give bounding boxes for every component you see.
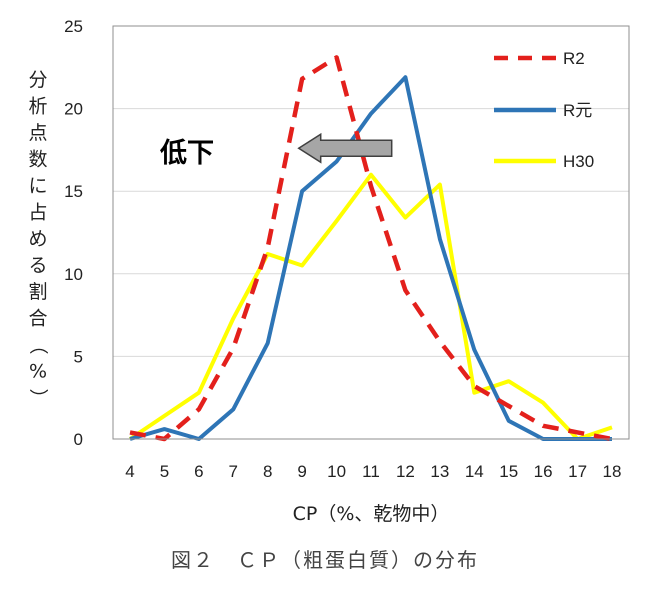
series-line-H30 (128, 172, 613, 441)
y-axis-label-char: 割 (28, 281, 47, 303)
y-tick-label: 5 (74, 347, 83, 366)
y-axis-label-char: 合 (28, 308, 47, 330)
x-tick-label: 14 (465, 462, 484, 481)
y-tick-label: 15 (64, 182, 83, 201)
x-tick-label: 15 (499, 462, 518, 481)
y-axis-label-char: め (28, 228, 47, 250)
y-axis-label-char: 数 (28, 149, 47, 171)
x-tick-label: 12 (396, 462, 415, 481)
y-axis-label-char: る (28, 255, 47, 277)
annotation-text: 低下 (159, 138, 214, 169)
x-tick-label: 5 (160, 462, 169, 481)
y-axis: 0 5 10 15 20 25 (64, 17, 83, 449)
x-tick-label: 18 (603, 462, 622, 481)
series-line-R元 (129, 75, 612, 441)
y-tick-label: 0 (74, 430, 83, 449)
y-axis-label-char: に (28, 175, 47, 197)
x-tick-label: 6 (194, 462, 203, 481)
y-axis-label-char: ） (27, 388, 49, 407)
legend-label: R元 (563, 101, 592, 120)
y-tick-label: 20 (64, 100, 83, 119)
x-tick-label: 8 (263, 462, 272, 481)
decrease-arrow-icon (297, 132, 393, 164)
series-layer (128, 55, 613, 442)
x-tick-label: 7 (229, 462, 238, 481)
x-tick-label: 13 (430, 462, 449, 481)
series-line-R2 (129, 55, 613, 442)
x-tick-label: 10 (327, 462, 346, 481)
gridlines (113, 25, 629, 440)
figure-caption: 図２ ＣＰ（粗蛋白質）の分布 (171, 548, 479, 572)
plot-frame (112, 25, 630, 440)
y-axis-label-char: 占 (28, 202, 47, 224)
y-tick-label: 25 (64, 17, 83, 36)
legend-label: R2 (563, 49, 585, 68)
legend-label: H30 (563, 152, 594, 171)
y-axis-label-char: （ (27, 335, 49, 354)
x-axis: 4 5 6 7 8 9 10 11 12 13 14 15 16 17 18 (125, 462, 621, 481)
y-axis-label-char: 分 (28, 69, 47, 91)
legend: R2 R元 H30 (494, 49, 594, 171)
x-tick-label: 11 (362, 462, 380, 481)
y-axis-label-char: % (29, 361, 47, 383)
x-tick-label: 4 (125, 462, 134, 481)
x-tick-label: 17 (568, 462, 587, 481)
y-axis-label-char: 点 (28, 122, 47, 144)
y-axis-label-char: 析 (28, 96, 47, 118)
annotation: 低下 (159, 132, 393, 169)
y-tick-label: 10 (64, 265, 83, 284)
x-tick-label: 9 (297, 462, 306, 481)
x-tick-label: 16 (534, 462, 553, 481)
x-axis-label: CP（%、乾物中） (293, 503, 450, 525)
